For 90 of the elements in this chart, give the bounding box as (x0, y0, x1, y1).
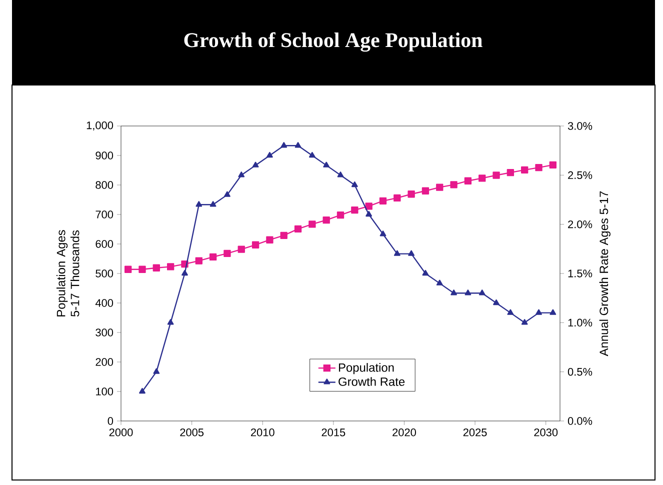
point (351, 206, 358, 214)
y-tick-label: 400 (95, 299, 114, 307)
point (450, 290, 457, 296)
y2-tick-label: 2.0% (568, 220, 592, 228)
point (224, 191, 230, 197)
point (308, 220, 316, 228)
point (337, 172, 344, 178)
point (280, 232, 288, 240)
point (379, 197, 387, 205)
point (166, 263, 174, 270)
point (492, 172, 500, 179)
point (351, 181, 358, 188)
point (224, 250, 231, 258)
point (549, 161, 557, 169)
x-tick-label: 2000 (109, 428, 133, 436)
point (464, 177, 472, 184)
point (422, 270, 429, 276)
point (436, 184, 444, 191)
point (478, 174, 486, 182)
x-tick-label: 2030 (534, 428, 558, 436)
point (238, 246, 245, 253)
point (252, 162, 259, 168)
y2-tick-label: 3.0% (568, 122, 592, 130)
point (280, 142, 288, 148)
y-tick-label: 200 (96, 358, 114, 366)
y-tick-label: 800 (96, 181, 114, 189)
point (521, 319, 528, 325)
point (294, 225, 302, 233)
point (167, 319, 174, 325)
y2-axis-title: Annual Growth Rate Ages 5-17 (599, 191, 610, 356)
point (464, 290, 472, 296)
y-tick-label: 1,000 (86, 121, 114, 131)
x-tick-label: 2010 (250, 428, 274, 436)
legend-label: Growth Rate (338, 377, 405, 386)
point (195, 257, 202, 264)
point (535, 164, 542, 172)
y2-tick-label: 2.5% (568, 171, 592, 180)
y-axis-title: Population Ages 5-17 Thousands (56, 230, 80, 317)
legend-label: Population (338, 363, 394, 374)
point (266, 152, 273, 158)
point (196, 201, 202, 207)
y2-tick-label: 1.0% (568, 318, 592, 327)
y-tick-label: 900 (96, 152, 114, 160)
point (139, 388, 146, 394)
point (238, 172, 245, 178)
y-tick-label: 700 (96, 210, 114, 218)
y2-tick-label: 0.0% (568, 417, 592, 425)
point (507, 309, 514, 315)
point (436, 280, 443, 286)
point (266, 236, 274, 244)
point (209, 253, 217, 261)
point (138, 266, 146, 273)
point (408, 190, 415, 198)
point (422, 187, 430, 194)
point (365, 202, 372, 210)
point (380, 230, 386, 236)
y2-tick-label: 1.5% (568, 270, 592, 278)
point (309, 152, 316, 158)
point (152, 264, 160, 272)
point (394, 194, 401, 202)
point (294, 142, 302, 148)
x-tick-label: 2015 (322, 428, 346, 436)
point (323, 162, 330, 168)
point (124, 266, 132, 273)
point (394, 250, 400, 256)
point (450, 181, 458, 188)
x-tick-label: 2025 (463, 428, 487, 436)
y-tick-label: 300 (96, 328, 114, 336)
y-tick-label: 0 (108, 417, 114, 425)
point (493, 299, 500, 306)
point (252, 241, 260, 248)
x-tick-label: 2020 (392, 428, 416, 436)
point (521, 166, 528, 174)
point (366, 210, 372, 217)
point (182, 270, 188, 276)
chart-title: Growth of School Age Population (184, 32, 482, 52)
point (408, 250, 414, 256)
point (210, 201, 216, 207)
point (478, 290, 486, 296)
point (536, 309, 542, 315)
point (153, 368, 160, 374)
point (550, 309, 556, 315)
point (506, 169, 514, 176)
y-tick-label: 500 (96, 270, 114, 278)
y2-tick-label: 0.5% (568, 368, 592, 376)
x-tick-label: 2005 (180, 428, 204, 436)
y-tick-label: 600 (96, 240, 114, 248)
y-tick-label: 100 (96, 388, 114, 396)
point (336, 211, 344, 219)
point (322, 216, 330, 224)
